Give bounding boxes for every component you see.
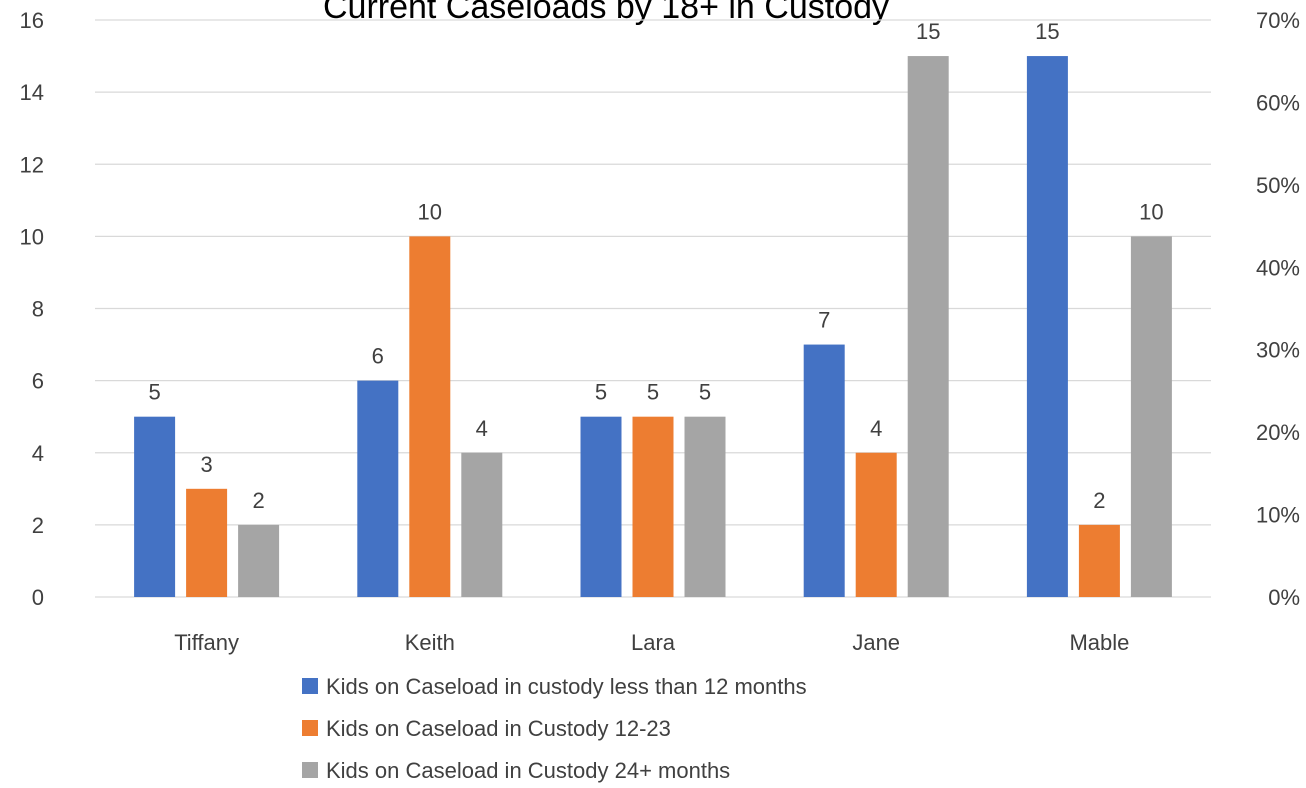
y-tick-label: 14: [20, 80, 44, 105]
data-label: 7: [818, 308, 830, 333]
bar: [1078, 524, 1120, 597]
data-label: 3: [200, 452, 212, 477]
y-axis-left: 0 2 4 6 8 10 12 14 16: [20, 8, 44, 610]
bar: [684, 416, 726, 597]
data-label: 6: [372, 344, 384, 369]
chart-title: Current Caseloads by 18+ in Custody: [323, 0, 889, 26]
bars: [134, 56, 1172, 597]
data-label: 10: [418, 199, 442, 224]
gridlines: [95, 19, 1211, 598]
y2-tick-label: 50%: [1256, 173, 1300, 198]
x-tick-label: Keith: [405, 630, 455, 655]
bar: [357, 380, 399, 597]
y2-tick-label: 30%: [1256, 338, 1300, 363]
legend-label: Kids on Caseload in Custody 12-23: [326, 716, 671, 741]
bar: [855, 452, 897, 597]
y-tick-label: 6: [32, 369, 44, 394]
data-label: 10: [1139, 199, 1163, 224]
data-label: 5: [148, 380, 160, 405]
x-tick-label: Lara: [631, 630, 676, 655]
bar: [907, 56, 949, 597]
bar: [1026, 56, 1068, 597]
legend-label: Kids on Caseload in Custody 24+ months: [326, 758, 730, 783]
x-tick-label: Mable: [1069, 630, 1129, 655]
data-labels: 5 3 2 6 10 4 5 5 5 7 4 15 15 2 10: [148, 19, 1163, 513]
y-tick-label: 0: [32, 585, 44, 610]
legend: Kids on Caseload in custody less than 12…: [302, 674, 807, 783]
legend-swatch: [302, 678, 318, 694]
y-tick-label: 16: [20, 8, 44, 33]
y2-tick-label: 20%: [1256, 420, 1300, 445]
legend-swatch: [302, 720, 318, 736]
data-label: 5: [595, 380, 607, 405]
bar: [803, 344, 845, 597]
y2-tick-label: 10%: [1256, 503, 1300, 528]
y-axis-right: 0% 10% 20% 30% 40% 50% 60% 70%: [1256, 8, 1300, 610]
legend-swatch: [302, 762, 318, 778]
bar: [461, 452, 503, 597]
data-label: 5: [699, 380, 711, 405]
bar: [134, 416, 176, 597]
y2-tick-label: 40%: [1256, 255, 1300, 280]
data-label: 4: [870, 416, 882, 441]
bar: [1130, 236, 1172, 597]
bar: [238, 524, 280, 597]
bar: [580, 416, 622, 597]
x-tick-label: Tiffany: [174, 630, 239, 655]
y-tick-label: 10: [20, 224, 44, 249]
bar: [632, 416, 674, 597]
y2-tick-label: 70%: [1256, 8, 1300, 33]
y2-tick-label: 60%: [1256, 90, 1300, 115]
y-tick-label: 8: [32, 297, 44, 322]
x-tick-label: Jane: [852, 630, 900, 655]
data-label: 4: [476, 416, 488, 441]
y2-tick-label: 0%: [1268, 585, 1300, 610]
bar: [186, 488, 228, 597]
data-label: 2: [252, 488, 264, 513]
y-tick-label: 4: [32, 441, 44, 466]
data-label: 15: [1035, 19, 1059, 44]
legend-label: Kids on Caseload in custody less than 12…: [326, 674, 807, 699]
y-tick-label: 2: [32, 513, 44, 538]
y-tick-label: 12: [20, 152, 44, 177]
bar: [409, 236, 451, 597]
data-label: 15: [916, 19, 940, 44]
x-axis: Tiffany Keith Lara Jane Mable: [174, 630, 1129, 655]
data-label: 2: [1093, 488, 1105, 513]
data-label: 5: [647, 380, 659, 405]
